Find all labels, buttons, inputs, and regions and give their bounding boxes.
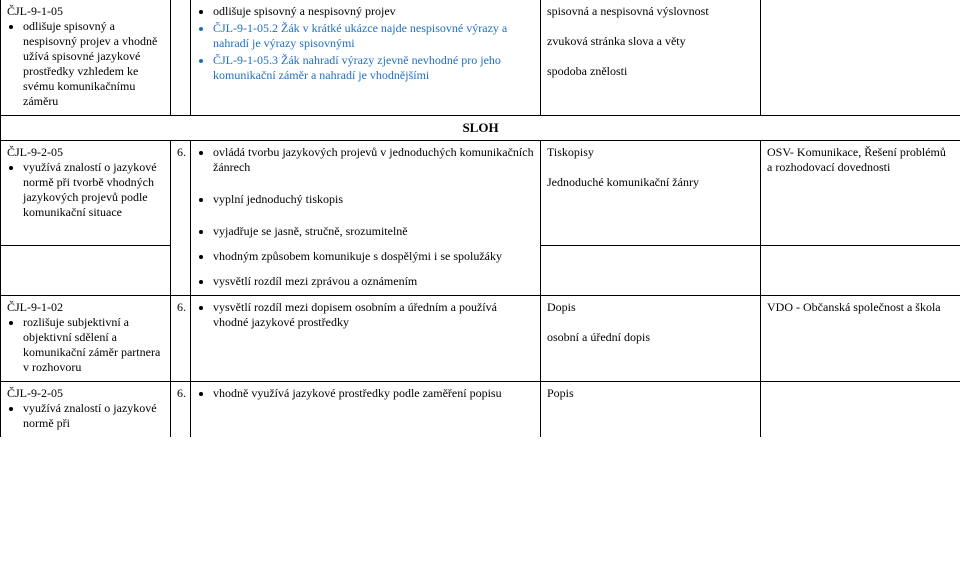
text-line: Jednoduché komunikační žánry bbox=[547, 175, 754, 190]
list-item: vysvětlí rozdíl mezi dopisem osobním a ú… bbox=[213, 300, 534, 330]
section-header: SLOH bbox=[1, 116, 960, 141]
cell-outcome bbox=[1, 245, 171, 270]
list-item: vhodně využívá jazykové prostředky podle… bbox=[213, 386, 534, 401]
cell-outcome bbox=[1, 270, 171, 296]
code: ČJL-9-1-05 bbox=[7, 4, 63, 18]
section-header-row: SLOH bbox=[1, 116, 960, 141]
text-line: osobní a úřední dopis bbox=[547, 330, 754, 345]
code: ČJL-9-1-02 bbox=[7, 300, 63, 314]
cell-grade bbox=[171, 270, 191, 296]
cell-outcome: ČJL-9-2-05 využívá znalostí o jazykové n… bbox=[1, 382, 171, 438]
cell-grade: 6. bbox=[171, 296, 191, 382]
bullets: využívá znalostí o jazykové normě při bbox=[7, 401, 164, 431]
cell-grade bbox=[171, 245, 191, 270]
cell-detail: vhodným způsobem komunikuje s dospělými … bbox=[191, 245, 541, 270]
list-item: využívá znalostí o jazykové normě při bbox=[23, 401, 164, 431]
bullets: vhodným způsobem komunikuje s dospělými … bbox=[197, 249, 534, 264]
cell-detail: ovládá tvorbu jazykových projevů v jedno… bbox=[191, 141, 541, 246]
cell-detail: vhodně využívá jazykové prostředky podle… bbox=[191, 382, 541, 438]
list-item: vyjadřuje se jasně, stručně, srozumiteln… bbox=[213, 224, 534, 239]
table-row: ČJL-9-2-05 využívá znalostí o jazykové n… bbox=[1, 382, 960, 438]
bullets: rozlišuje subjektivní a objektivní sděle… bbox=[7, 315, 164, 375]
cell-topic: Dopis osobní a úřední dopis bbox=[541, 296, 761, 382]
text-line: spodoba znělosti bbox=[547, 64, 754, 79]
bullets: vysvětlí rozdíl mezi dopisem osobním a ú… bbox=[197, 300, 534, 330]
text-line: OSV- Komunikace, Řešení problémů a rozho… bbox=[767, 145, 954, 175]
list-item: využívá znalostí o jazykové normě při tv… bbox=[23, 160, 164, 220]
list-item: ČJL-9-1-05.2 Žák v krátké ukázce najde n… bbox=[213, 21, 534, 51]
cell-cross: VDO - Občanská společnost a škola bbox=[761, 296, 960, 382]
bullets: využívá znalostí o jazykové normě při tv… bbox=[7, 160, 164, 220]
text-line: Popis bbox=[547, 386, 754, 401]
cell-topic: spisovná a nespisovná výslovnost zvuková… bbox=[541, 0, 761, 116]
code: ČJL-9-2-05 bbox=[7, 145, 63, 159]
cell-cross bbox=[761, 270, 960, 296]
cell-topic bbox=[541, 270, 761, 296]
cell-topic: Tiskopisy Jednoduché komunikační žánry bbox=[541, 141, 761, 246]
cell-detail: odlišuje spisovný a nespisovný projev ČJ… bbox=[191, 0, 541, 116]
list-item: ovládá tvorbu jazykových projevů v jedno… bbox=[213, 145, 534, 175]
list-item: vysvětlí rozdíl mezi zprávou a oznámením bbox=[213, 274, 534, 289]
cell-detail: vysvětlí rozdíl mezi dopisem osobním a ú… bbox=[191, 296, 541, 382]
text-line: zvuková stránka slova a věty bbox=[547, 34, 754, 49]
list-item: ČJL-9-1-05.3 Žák nahradí výrazy zjevně n… bbox=[213, 53, 534, 83]
cell-outcome: ČJL-9-1-05 odlišuje spisovný a nespisovn… bbox=[1, 0, 171, 116]
bullets: odlišuje spisovný a nespisovný projev ČJ… bbox=[197, 4, 534, 83]
code: ČJL-9-2-05 bbox=[7, 386, 63, 400]
cell-cross: OSV- Komunikace, Řešení problémů a rozho… bbox=[761, 141, 960, 246]
table-row: vysvětlí rozdíl mezi zprávou a oznámením bbox=[1, 270, 960, 296]
list-item: vyplní jednoduchý tiskopis bbox=[213, 192, 534, 207]
bullets: vyjadřuje se jasně, stručně, srozumiteln… bbox=[197, 224, 534, 239]
cell-grade: 6. bbox=[171, 382, 191, 438]
table-row: ČJL-9-1-05 odlišuje spisovný a nespisovn… bbox=[1, 0, 960, 116]
cell-grade bbox=[171, 0, 191, 116]
cell-cross bbox=[761, 245, 960, 270]
list-item: vhodným způsobem komunikuje s dospělými … bbox=[213, 249, 534, 264]
list-item: odlišuje spisovný a nespisovný projev a … bbox=[23, 19, 164, 109]
text-line: VDO - Občanská společnost a škola bbox=[767, 300, 954, 315]
bullets: vhodně využívá jazykové prostředky podle… bbox=[197, 386, 534, 401]
bullets: ovládá tvorbu jazykových projevů v jedno… bbox=[197, 145, 534, 175]
table-row: vhodným způsobem komunikuje s dospělými … bbox=[1, 245, 960, 270]
cell-detail: vysvětlí rozdíl mezi zprávou a oznámením bbox=[191, 270, 541, 296]
cell-topic: Popis bbox=[541, 382, 761, 438]
cell-grade: 6. bbox=[171, 141, 191, 246]
list-item: odlišuje spisovný a nespisovný projev bbox=[213, 4, 534, 19]
bullets: vysvětlí rozdíl mezi zprávou a oznámením bbox=[197, 274, 534, 289]
text-line: Dopis bbox=[547, 300, 754, 315]
text-line: Tiskopisy bbox=[547, 145, 754, 160]
curriculum-table: ČJL-9-1-05 odlišuje spisovný a nespisovn… bbox=[0, 0, 960, 437]
cell-outcome: ČJL-9-2-05 využívá znalostí o jazykové n… bbox=[1, 141, 171, 246]
bullets: vyplní jednoduchý tiskopis bbox=[197, 192, 534, 207]
cell-outcome: ČJL-9-1-02 rozlišuje subjektivní a objek… bbox=[1, 296, 171, 382]
cell-cross bbox=[761, 382, 960, 438]
cell-cross bbox=[761, 0, 960, 116]
table-row: ČJL-9-1-02 rozlišuje subjektivní a objek… bbox=[1, 296, 960, 382]
list-item: rozlišuje subjektivní a objektivní sděle… bbox=[23, 315, 164, 375]
table-row: ČJL-9-2-05 využívá znalostí o jazykové n… bbox=[1, 141, 960, 246]
text-line: spisovná a nespisovná výslovnost bbox=[547, 4, 754, 19]
bullets: odlišuje spisovný a nespisovný projev a … bbox=[7, 19, 164, 109]
cell-topic bbox=[541, 245, 761, 270]
